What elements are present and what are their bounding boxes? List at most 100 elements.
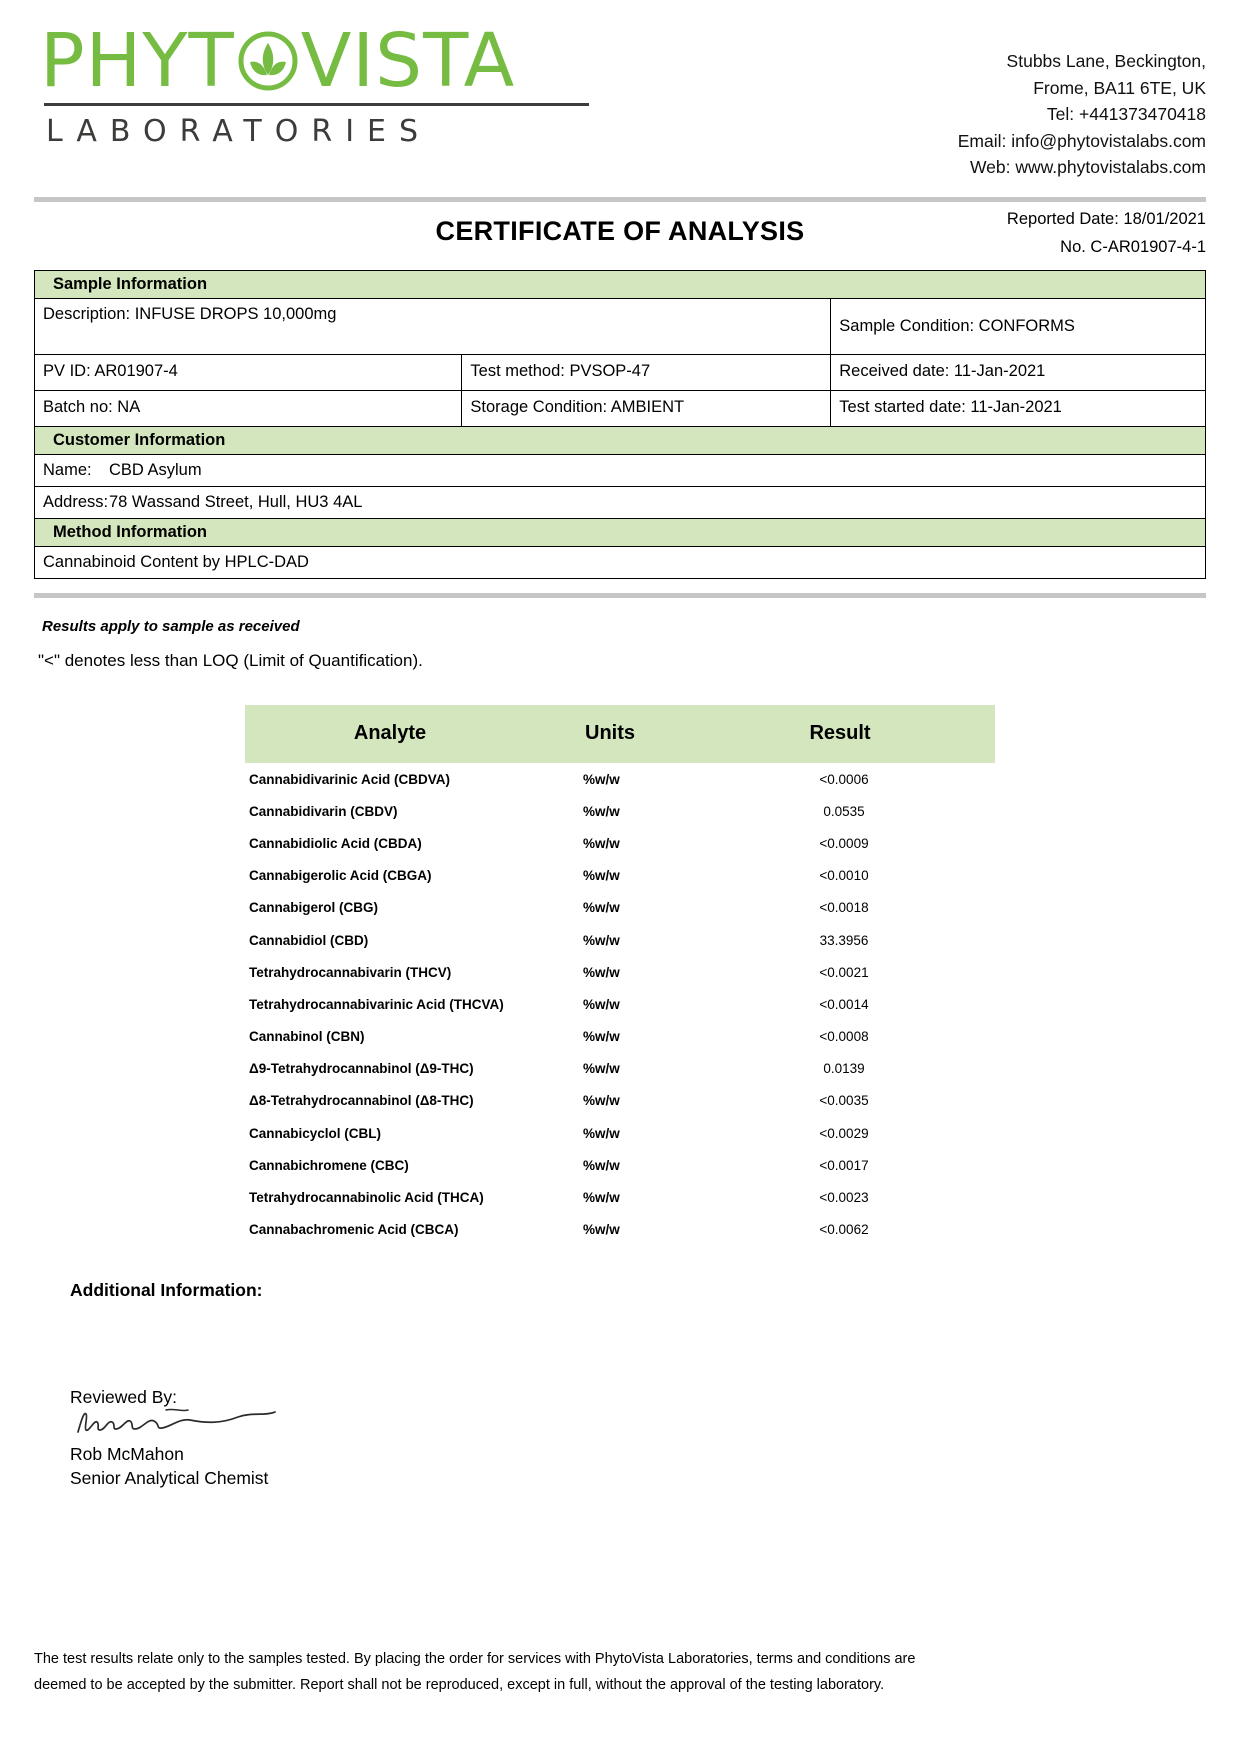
page-title: CERTIFICATE OF ANALYSIS: [435, 215, 805, 246]
analyte-result: <0.0021: [819, 964, 869, 980]
information-tables: Sample Information Description: INFUSE D…: [33, 269, 1206, 579]
analyte-units: %w/w: [583, 1125, 620, 1141]
customer-address-value: 78 Wassand Street, Hull, HU3 4AL: [109, 492, 363, 511]
leaf-circle-icon: [236, 29, 300, 93]
address-line-web: Web: www.phytovistalabs.com: [969, 157, 1206, 178]
column-header-units: Units: [535, 704, 685, 763]
header-separator: [34, 196, 1206, 202]
analyte-name: Cannabigerol (CBG): [249, 900, 379, 916]
title-row: CERTIFICATE OF ANALYSIS Reported Date: 1…: [34, 202, 1206, 270]
table-row: Cannabidiol (CBD) %w/w 33.3956: [245, 924, 995, 956]
analyte-units: %w/w: [583, 932, 620, 948]
table-row: Tetrahydrocannabinolic Acid (THCA) %w/w <0…: [245, 1181, 995, 1213]
document-footer: The test results relate only to the samp…: [34, 1647, 1206, 1698]
batch-no: Batch no: NA: [33, 389, 463, 427]
method-information-label: Method Information: [34, 517, 1206, 547]
document-meta: Reported Date: 18/01/2021 No. C-AR01907-…: [1007, 205, 1206, 262]
table-row: Cannabigerolic Acid (CBGA) %w/w <0.0010: [245, 860, 995, 892]
analyte-name: Cannabidivarin (CBDV): [249, 803, 398, 819]
column-header-analyte: Analyte: [245, 704, 535, 763]
analyte-result: 0.0535: [823, 803, 865, 819]
logo-subtitle: LABORATORIES: [46, 114, 432, 150]
table-row: Cannabigerol (CBG) %w/w <0.0018: [245, 892, 995, 924]
address-line-street: Stubbs Lane, Beckington,: [1006, 51, 1206, 71]
test-started-date: Test started date: 11-Jan-2021: [830, 389, 1206, 427]
analyte-result: <0.0035: [819, 1093, 869, 1109]
reviewer-name: Rob McMahon: [70, 1443, 184, 1464]
customer-name-cell: Name: CBD Asylum: [34, 453, 1206, 487]
analyte-result: <0.0018: [819, 900, 869, 916]
results-header-row: Analyte Units Result: [245, 704, 995, 763]
analyte-units: %w/w: [583, 900, 620, 916]
table-row: Cannabidivarin (CBDV) %w/w 0.0535: [245, 795, 995, 827]
logo-text-first: PHYT: [40, 18, 235, 104]
pv-id-row: PV ID: AR01907-4 Test method: PVSOP-47 R…: [33, 353, 1206, 391]
logo-wordmark: PHYT VISTA: [40, 18, 634, 104]
customer-address-cell: Address:78 Wassand Street, Hull, HU3 4AL: [34, 485, 1206, 519]
results-body: Cannabidivarinic Acid (CBDVA) %w/w <0.0006…: [245, 763, 995, 1246]
sample-condition: Sample Condition: CONFORMS: [830, 297, 1206, 355]
method-information-header-row: Method Information: [34, 517, 1206, 547]
table-row: Cannabicyclol (CBL) %w/w <0.0029: [245, 1117, 995, 1149]
analyte-name: Cannabigerolic Acid (CBGA): [249, 868, 432, 884]
method-value: Cannabinoid Content by HPLC-DAD: [34, 545, 1206, 579]
results-table-wrapper: Analyte Units Result Cannabidivarinic Ac…: [34, 704, 1206, 1246]
logo-text-second: VISTA: [300, 18, 516, 104]
signature-image: [70, 1402, 320, 1442]
analyte-name: Δ9-Tetrahydrocannabinol (Δ9-THC): [249, 1061, 474, 1077]
sample-information-label: Sample Information: [34, 269, 1206, 299]
customer-information-header-row: Customer Information: [34, 425, 1206, 455]
analyte-result: <0.0014: [819, 996, 869, 1012]
info-separator: [34, 592, 1206, 598]
table-row: Cannabinol (CBN) %w/w <0.0008: [245, 1020, 995, 1052]
analyte-name: Cannabinol (CBN): [249, 1029, 365, 1045]
customer-address-label: Address:: [43, 492, 109, 511]
company-logo: PHYT VISTA LABORATORIES: [34, 18, 634, 150]
analyte-result: 33.3956: [819, 932, 869, 948]
company-address: Stubbs Lane, Beckington, Frome, BA11 6TE…: [958, 26, 1206, 181]
logo-divider: [44, 103, 589, 107]
customer-information-label: Customer Information: [34, 425, 1206, 455]
signature-block: Reviewed By: Rob McMahon Senior Analytic…: [34, 1387, 1206, 1489]
received-date: Received date: 11-Jan-2021: [830, 353, 1206, 391]
storage-condition: Storage Condition: AMBIENT: [461, 389, 832, 427]
customer-name-label: Name:: [43, 460, 92, 479]
analyte-units: %w/w: [583, 803, 620, 819]
table-row: Cannabachromenic Acid (CBCA) %w/w <0.0062: [245, 1214, 995, 1246]
analyte-results-table: Analyte Units Result Cannabidivarinic Ac…: [245, 704, 995, 1246]
analyte-units: %w/w: [583, 1190, 620, 1205]
results-scope-note: Results apply to sample as received: [42, 617, 300, 635]
analyte-name: Cannabicyclol (CBL): [249, 1125, 382, 1141]
analyte-units: %w/w: [583, 835, 620, 851]
test-method: Test method: PVSOP-47: [461, 353, 832, 391]
analyte-result: <0.0009: [819, 835, 869, 851]
description-row: Description: INFUSE DROPS 10,000mg Sampl…: [33, 297, 1206, 355]
analyte-units: %w/w: [583, 1222, 620, 1238]
analyte-result: 0.0139: [823, 1061, 865, 1077]
table-row: Tetrahydrocannabivarin (THCV) %w/w <0.0021: [245, 956, 995, 988]
customer-name-row: Name: CBD Asylum: [34, 453, 1206, 487]
pv-id: PV ID: AR01907-4: [33, 353, 463, 391]
analyte-units: %w/w: [583, 1029, 620, 1045]
table-row: Cannabichromene (CBC) %w/w <0.0017: [245, 1149, 995, 1181]
method-row: Cannabinoid Content by HPLC-DAD: [34, 545, 1206, 579]
analyte-units: %w/w: [583, 1093, 620, 1109]
analyte-result: <0.0010: [819, 868, 869, 884]
reported-date: Reported Date: 18/01/2021: [1006, 209, 1206, 228]
sample-information-header-row: Sample Information: [34, 269, 1206, 299]
analyte-result: <0.0062: [819, 1222, 869, 1238]
analyte-units: %w/w: [583, 868, 620, 884]
analyte-result: <0.0006: [819, 771, 869, 787]
analyte-units: %w/w: [583, 771, 620, 787]
table-row: Δ8-Tetrahydrocannabinol (Δ8-THC) %w/w <0.0…: [245, 1085, 995, 1117]
sample-description: Description: INFUSE DROPS 10,000mg: [33, 297, 832, 355]
analyte-name: Δ8-Tetrahydrocannabinol (Δ8-THC): [249, 1093, 474, 1109]
customer-address-row: Address:78 Wassand Street, Hull, HU3 4AL: [34, 485, 1206, 519]
address-line-city: Frome, BA11 6TE, UK: [1033, 77, 1206, 98]
certificate-number: No. C-AR01907-4-1: [1060, 238, 1206, 257]
analyte-name: Tetrahydrocannabivarin (THCV): [249, 964, 452, 980]
batch-row: Batch no: NA Storage Condition: AMBIENT …: [33, 389, 1206, 427]
footer-line-2: deemed to be accepted by the submitter. …: [34, 1676, 885, 1693]
reviewed-by-label: Reviewed By:: [70, 1386, 177, 1407]
